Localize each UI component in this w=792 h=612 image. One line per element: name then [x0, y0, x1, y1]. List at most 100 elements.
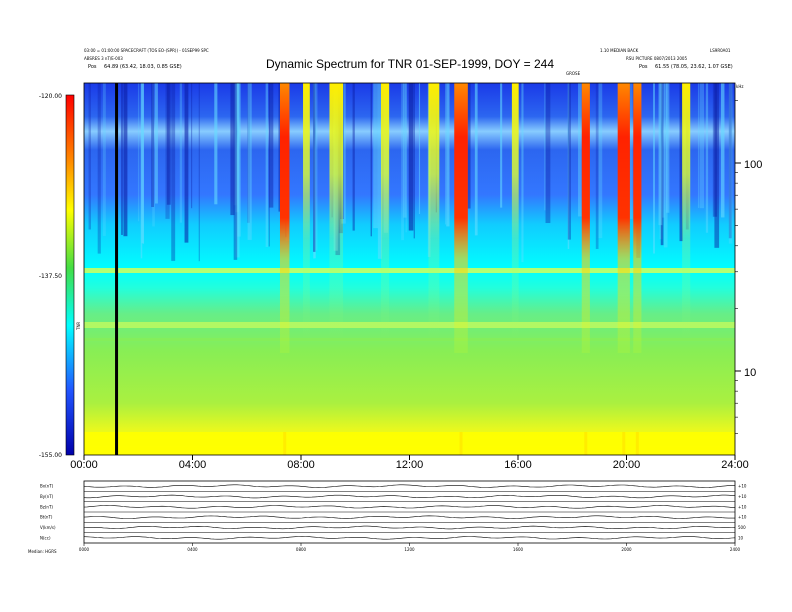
x-tick-label: 16:00	[504, 459, 532, 471]
spectrum-streak	[679, 83, 683, 242]
spectrum-streak	[165, 83, 170, 219]
spectrum-streak	[235, 83, 240, 258]
x-axis-ticks: 00:00 04:00 08:00 12:00 16:00 20:00 24:00	[70, 455, 749, 471]
spectrum-streak	[214, 83, 218, 205]
spectrum-streak	[315, 83, 318, 251]
y-minor-ticks	[735, 100, 738, 434]
bottom-row-right-label: +10	[738, 484, 747, 489]
bottom-footer: Median: HGRS	[28, 549, 57, 554]
weak-feature-5	[682, 83, 691, 343]
spectrum-streak	[663, 83, 668, 248]
y-tick-label-10: 10	[744, 367, 756, 379]
spectrum-streak	[598, 83, 603, 239]
spectrum-streak	[88, 83, 91, 230]
radio-burst-1	[454, 83, 468, 353]
spectrum-streak	[352, 83, 355, 231]
radio-bursts	[279, 83, 642, 455]
header-right-line1: 1.10 MEDIAN BACK	[600, 48, 639, 53]
weak-feature-3	[428, 83, 440, 343]
spectrum-streak	[97, 83, 101, 254]
header-right-pos-label: Pos	[639, 64, 648, 70]
colorbar-label: TNR	[76, 322, 81, 331]
spectrum-streak	[268, 83, 270, 247]
spectrum-streak	[660, 83, 664, 246]
spectrum-streak	[233, 83, 238, 206]
spectrum-streak	[445, 83, 447, 225]
spectrum-streak	[141, 83, 144, 244]
spectrum-streak	[312, 83, 316, 259]
x-tick-label: 20:00	[613, 459, 641, 471]
x-tick-label: 08:00	[287, 459, 315, 471]
spectrum-streak	[154, 83, 158, 204]
header-left-pos-value: 64.89 (63.42, 18.03, 0.85 GSE)	[104, 64, 182, 70]
spectrum-streak	[166, 83, 171, 205]
weak-feature-1	[329, 83, 344, 343]
spectrum-streak	[728, 83, 733, 244]
bottom-x-tick-label: 0400	[187, 547, 198, 552]
bottom-row-trace	[83, 494, 736, 499]
spectrum-streak	[567, 83, 571, 240]
spectrum-streak	[697, 83, 700, 208]
spectrum-streak	[247, 83, 252, 240]
spectrum-streak	[265, 83, 269, 247]
bottom-panel-rows: Bx(nT) +10 By(nT) +10 Bz(nT) +10 Bt(nT) +10 V(km…	[40, 484, 747, 541]
spectrum-streak	[653, 83, 655, 254]
spectrum-streak	[446, 83, 450, 227]
spectrum-streak	[313, 83, 316, 252]
spectrum-streak	[662, 83, 665, 218]
spectrum-streak	[545, 83, 551, 224]
spectrum-streak	[405, 83, 407, 233]
colorbar-tick-mid: -137.50	[39, 273, 62, 280]
spectrum-streak	[714, 83, 720, 248]
spectrum-streak	[247, 83, 250, 223]
spectrum-streak	[658, 83, 663, 226]
header-right-line2: RSU PICTURE 0807/2013 2005	[626, 56, 687, 61]
weak-feature-0	[303, 83, 310, 343]
bottom-row-trace	[83, 505, 736, 509]
bottom-row-right-label: 10	[738, 535, 744, 540]
spectrum-streak	[595, 83, 599, 249]
spectrum-streak	[468, 83, 471, 209]
bottom-row-trace	[83, 536, 736, 540]
bottom-x-tick-label: 0000	[79, 547, 90, 552]
bottom-row-label: Bt(nT)	[40, 515, 53, 520]
spectrum-streak	[152, 83, 155, 227]
emission-band-upper	[84, 268, 735, 273]
bottom-x-tick-label: 1600	[513, 547, 524, 552]
spectrum-streak	[408, 83, 414, 231]
spectrum-streak	[233, 83, 238, 260]
spectrum-streak	[198, 83, 200, 262]
spectrum-streak	[151, 83, 155, 208]
spectrum-streak	[235, 83, 239, 213]
x-tick-label: 04:00	[179, 459, 207, 471]
spectrum-streak	[712, 83, 718, 217]
spectrum-streak	[313, 83, 316, 259]
header-right-pos-value: 61.55 (78.05, 23.62, 1.07 GSE)	[655, 64, 733, 70]
bottom-row-label: Bx(nT)	[40, 484, 54, 489]
weak-features	[303, 83, 691, 343]
emission-band-faint	[84, 338, 735, 341]
spectrum-streak	[474, 83, 478, 236]
bottom-row-trace	[83, 515, 735, 519]
radio-burst-4	[633, 83, 642, 353]
bottom-row-label: V(km/s)	[40, 525, 56, 530]
colorbar	[66, 95, 74, 455]
radio-burst-3	[617, 83, 630, 353]
spectrum-streak	[728, 83, 732, 239]
bottom-row-right-label: 500	[738, 525, 746, 530]
header-left-pos-label: Pos	[88, 64, 97, 70]
colorbar-tick-top: -120.00	[39, 93, 62, 100]
spectrum-streak	[184, 83, 189, 243]
spectrum-streak	[578, 83, 582, 217]
spectrum-streak	[521, 83, 524, 263]
bottom-row-label: N(cc)	[40, 535, 51, 540]
spectrum-streak	[373, 83, 379, 229]
y-tick-label-100: 100	[744, 159, 762, 171]
spectrum-streak	[544, 83, 546, 211]
bottom-row-right-label: +10	[738, 504, 747, 509]
spectrum-streak	[123, 83, 128, 237]
emission-band-lower	[84, 322, 735, 328]
spectrum-streak	[705, 83, 709, 233]
x-tick-label: 24:00	[721, 459, 749, 471]
